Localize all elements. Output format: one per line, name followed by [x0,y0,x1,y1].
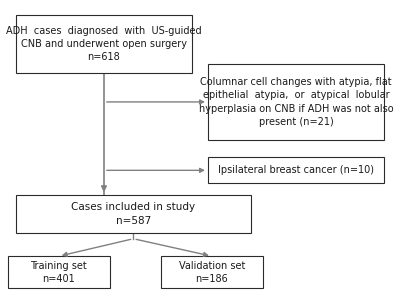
FancyBboxPatch shape [208,64,384,140]
Text: Cases included in study
n=587: Cases included in study n=587 [71,202,196,226]
Text: Training set
n=401: Training set n=401 [30,260,87,284]
Text: Ipsilateral breast cancer (n=10): Ipsilateral breast cancer (n=10) [218,165,374,175]
Text: Columnar cell changes with atypia, flat
epithelial  atypia,  or  atypical  lobul: Columnar cell changes with atypia, flat … [199,77,393,127]
FancyBboxPatch shape [208,157,384,184]
Text: ADH  cases  diagnosed  with  US-guided
CNB and underwent open surgery
n=618: ADH cases diagnosed with US-guided CNB a… [6,26,202,62]
FancyBboxPatch shape [8,256,110,288]
FancyBboxPatch shape [16,195,251,233]
Text: Validation set
n=186: Validation set n=186 [178,260,245,284]
FancyBboxPatch shape [161,256,263,288]
FancyBboxPatch shape [16,15,192,73]
